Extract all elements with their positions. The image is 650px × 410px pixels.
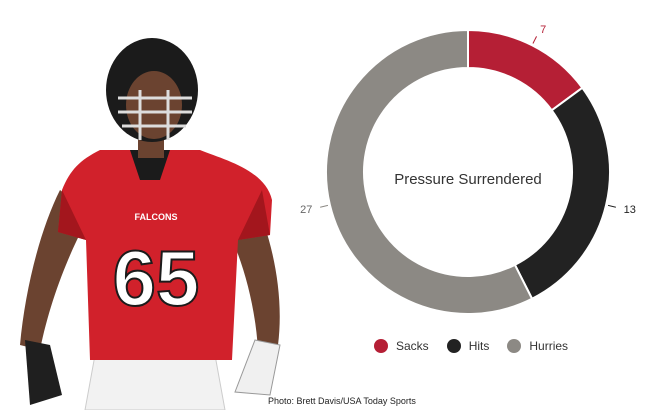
legend-swatch-hits <box>446 339 461 353</box>
slice-sacks-leader <box>532 36 537 44</box>
jersey-brand: FALCONS <box>134 212 177 222</box>
donut-chart: 7 13 27 <box>300 24 636 315</box>
slice-hits-leader <box>607 204 616 208</box>
legend-label-sacks: Sacks <box>396 339 429 353</box>
legend-swatch-sacks <box>374 339 388 353</box>
legend-swatch-hurries <box>507 339 522 353</box>
data-label-hits: 13 <box>624 204 636 216</box>
legend-item-hurries: Hurries <box>507 339 568 353</box>
legend-label-hits: Hits <box>468 339 490 353</box>
left-glove <box>25 340 62 405</box>
data-label-sacks: 7 <box>540 24 546 36</box>
player-photo: FALCONS 65 <box>20 38 281 410</box>
legend-item-sacks: Sacks <box>374 339 429 353</box>
chart-legend: Sacks Hits Hurries <box>374 339 568 353</box>
data-label-hurries: 27 <box>300 204 312 216</box>
right-glove <box>234 339 281 396</box>
pants <box>84 354 226 410</box>
facemask <box>118 90 192 140</box>
jersey <box>58 150 272 360</box>
face <box>126 71 182 139</box>
chart-title: Pressure Surrendered <box>394 171 542 188</box>
jersey-shadow <box>58 190 270 240</box>
slice-sacks <box>467 28 584 112</box>
photo-credit: Photo: Brett Davis/USA Today Sports <box>268 396 416 406</box>
legend-item-hits: Hits <box>446 339 490 353</box>
slice-hits <box>513 86 611 301</box>
slice-hurries <box>325 28 534 315</box>
jersey-number: 65 <box>113 234 200 322</box>
legend-label-hurries: Hurries <box>529 339 569 353</box>
slice-hurries-leader <box>320 204 329 208</box>
